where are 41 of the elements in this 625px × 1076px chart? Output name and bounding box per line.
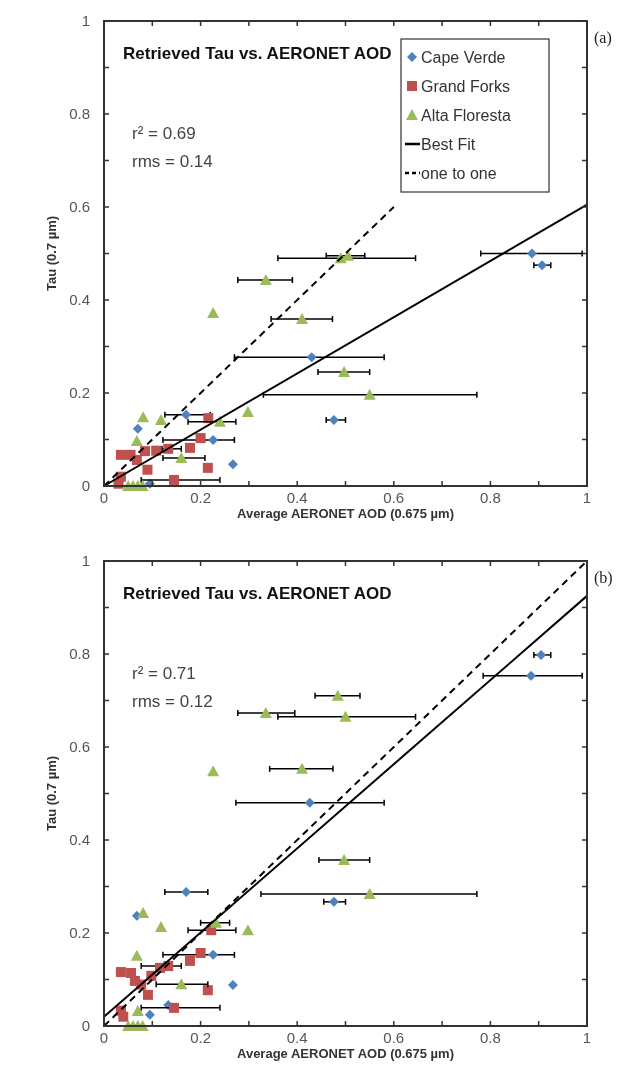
y-tick-label: 1 (81, 12, 90, 29)
y-tick-label: 0 (81, 1017, 90, 1034)
x-tick-label: 0.2 (190, 1029, 212, 1046)
legend-label: Alta Floresta (421, 107, 511, 124)
y-tick-label: 1 (81, 552, 90, 569)
y-tick-label: 0 (81, 477, 90, 494)
text: (b) (594, 569, 613, 587)
y-tick-label: 0.6 (69, 738, 90, 755)
y-tick-label: 0.2 (69, 924, 90, 941)
x-tick-label: 1 (582, 1029, 592, 1046)
text: Retrieved Tau vs. AERONET AOD (123, 584, 392, 603)
x-tick-label: 0.4 (286, 489, 308, 506)
x-tick-label: 0 (99, 1029, 109, 1046)
annotation: rms = 0.12 (132, 692, 213, 711)
y-tick-label: 0.6 (69, 198, 90, 215)
x-tick-label: 0.6 (383, 489, 405, 506)
x-tick-label: 0.8 (479, 1029, 501, 1046)
x-tick-label: 1 (582, 489, 592, 506)
y-tick-label: 0.2 (69, 384, 90, 401)
annotation: r² = 0.69 (132, 124, 196, 143)
y-tick-label: 0.4 (69, 831, 90, 848)
text: Retrieved Tau vs. AERONET AOD (123, 44, 392, 63)
y-axis-title: Tau (0.7 µm) (44, 755, 59, 832)
y-tick-label: 0.8 (69, 105, 90, 122)
legend-label: Cape Verde (421, 49, 506, 66)
annotation: rms = 0.14 (132, 152, 213, 171)
x-axis-title: Average AERONET AOD (0.675 µm) (237, 1046, 454, 1061)
x-tick-label: 0 (99, 489, 109, 506)
y-tick-label: 0.4 (69, 291, 90, 308)
y-axis-title: Tau (0.7 µm) (44, 215, 59, 292)
x-tick-label: 0.8 (479, 489, 501, 506)
legend-label: Grand Forks (421, 78, 510, 95)
x-tick-label: 0.4 (286, 1029, 308, 1046)
x-tick-label: 0.6 (383, 1029, 405, 1046)
legend-label: one to one (421, 165, 497, 182)
y-tick-label: 0.8 (69, 645, 90, 662)
x-axis-title: Average AERONET AOD (0.675 µm) (237, 506, 454, 521)
legend-label: Best Fit (421, 136, 476, 153)
annotation: r² = 0.71 (132, 664, 196, 683)
text: (a) (594, 29, 612, 47)
x-tick-label: 0.2 (190, 489, 212, 506)
